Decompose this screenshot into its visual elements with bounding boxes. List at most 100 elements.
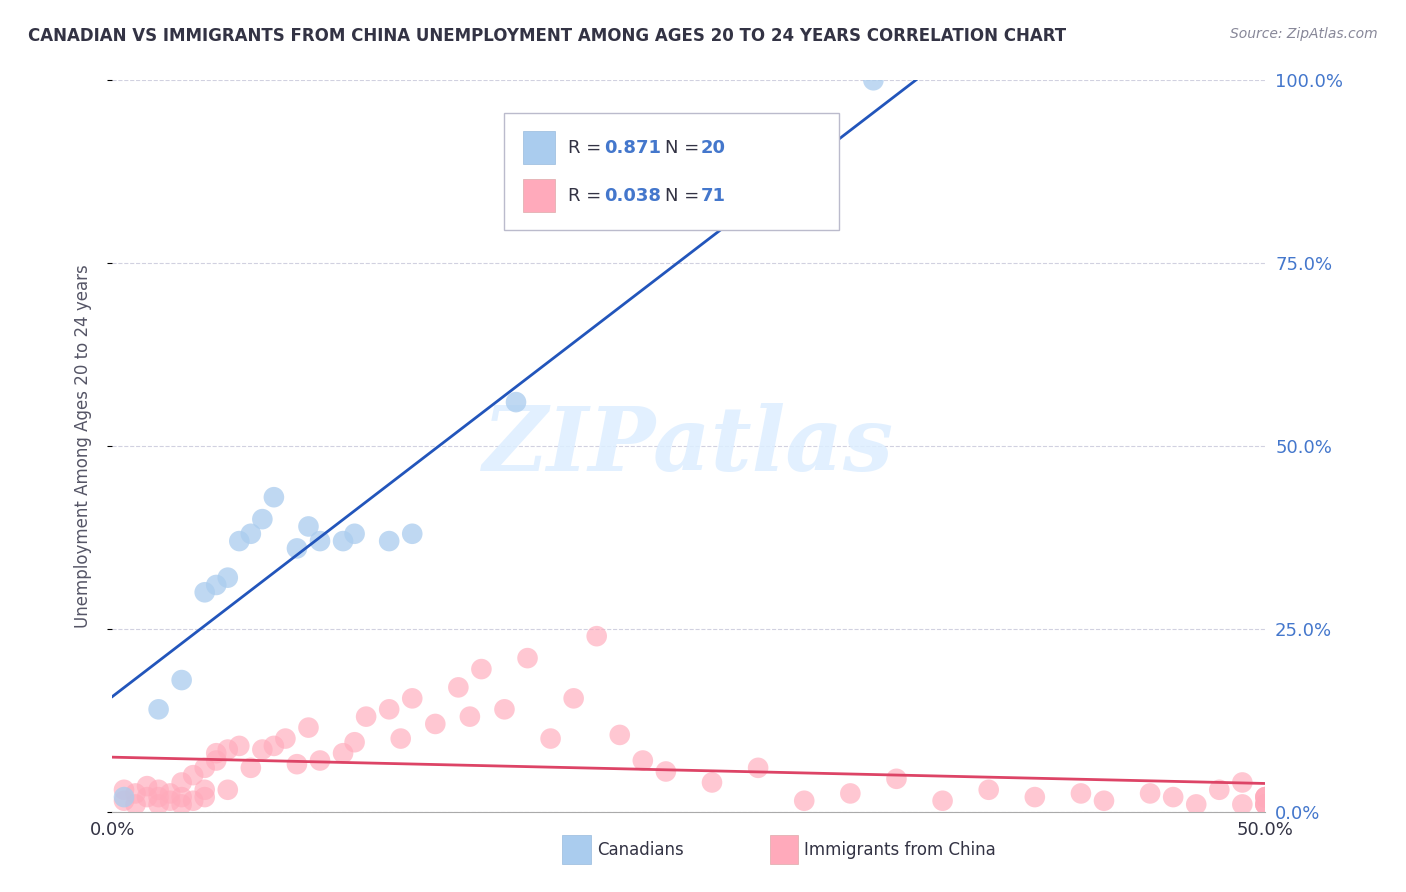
Text: N =: N = — [665, 186, 706, 205]
Point — [194, 761, 217, 775]
Point — [217, 571, 239, 585]
Text: N =: N = — [665, 138, 706, 157]
Y-axis label: Unemployment Among Ages 20 to 24 years: Unemployment Among Ages 20 to 24 years — [73, 264, 91, 628]
Point — [217, 742, 239, 756]
Point — [228, 739, 250, 753]
Point — [148, 790, 170, 805]
Point — [793, 183, 815, 197]
Point — [217, 782, 239, 797]
Point — [354, 709, 377, 723]
Point — [540, 731, 562, 746]
Point — [389, 731, 412, 746]
Point — [159, 794, 181, 808]
Point — [585, 629, 607, 643]
Text: CANADIAN VS IMMIGRANTS FROM CHINA UNEMPLOYMENT AMONG AGES 20 TO 24 YEARS CORRELA: CANADIAN VS IMMIGRANTS FROM CHINA UNEMPL… — [28, 27, 1066, 45]
Text: R =: R = — [568, 138, 607, 157]
Point — [1232, 775, 1254, 789]
Point — [631, 754, 654, 768]
Text: Canadians: Canadians — [596, 841, 683, 859]
Point — [886, 772, 908, 786]
Text: R =: R = — [568, 186, 607, 205]
Text: Source: ZipAtlas.com: Source: ZipAtlas.com — [1230, 27, 1378, 41]
Point — [700, 775, 723, 789]
Point — [378, 702, 401, 716]
Point — [1254, 790, 1277, 805]
Point — [170, 797, 193, 812]
Text: 71: 71 — [700, 186, 725, 205]
Point — [285, 541, 308, 556]
Point — [170, 673, 193, 687]
Point — [425, 717, 447, 731]
Bar — [523, 131, 555, 164]
Point — [239, 761, 262, 775]
Point — [181, 794, 204, 808]
Point — [148, 702, 170, 716]
Point — [1139, 787, 1161, 801]
Point — [112, 794, 135, 808]
Point — [263, 739, 285, 753]
Point — [205, 746, 228, 760]
Point — [862, 73, 884, 87]
Point — [609, 728, 631, 742]
Point — [793, 794, 815, 808]
Point — [297, 721, 319, 735]
Text: 20: 20 — [700, 138, 725, 157]
Point — [194, 790, 217, 805]
Point — [332, 746, 354, 760]
Text: ZIPatlas: ZIPatlas — [484, 403, 894, 489]
Point — [170, 775, 193, 789]
Point — [170, 790, 193, 805]
Point — [470, 662, 492, 676]
Point — [839, 787, 862, 801]
Point — [297, 519, 319, 533]
Point — [181, 768, 204, 782]
Point — [458, 709, 481, 723]
Point — [447, 681, 470, 695]
Point — [159, 787, 181, 801]
Point — [1024, 790, 1046, 805]
Point — [1254, 797, 1277, 812]
Point — [1208, 782, 1230, 797]
Point — [977, 782, 1000, 797]
Point — [124, 797, 146, 812]
Point — [494, 702, 516, 716]
Point — [1232, 797, 1254, 812]
Point — [747, 761, 769, 775]
Point — [1254, 797, 1277, 812]
Point — [148, 782, 170, 797]
Point — [124, 787, 146, 801]
Point — [1254, 797, 1277, 812]
Text: 0.038: 0.038 — [603, 186, 661, 205]
Point — [1254, 790, 1277, 805]
Point — [285, 757, 308, 772]
Point — [505, 395, 527, 409]
Point — [401, 691, 423, 706]
Point — [205, 578, 228, 592]
Point — [343, 526, 366, 541]
Point — [562, 691, 585, 706]
Text: Immigrants from China: Immigrants from China — [804, 841, 995, 859]
Point — [239, 526, 262, 541]
Point — [1092, 794, 1115, 808]
Point — [194, 585, 217, 599]
Point — [309, 534, 332, 549]
Point — [112, 782, 135, 797]
Bar — [523, 179, 555, 212]
Point — [516, 651, 538, 665]
Point — [205, 754, 228, 768]
Text: 0.871: 0.871 — [603, 138, 661, 157]
Point — [1254, 790, 1277, 805]
Point — [148, 797, 170, 812]
Point — [401, 526, 423, 541]
Point — [252, 512, 274, 526]
Point — [136, 779, 159, 793]
Point — [931, 794, 953, 808]
Point — [136, 790, 159, 805]
Point — [1070, 787, 1092, 801]
Point — [655, 764, 678, 779]
Point — [378, 534, 401, 549]
Bar — [562, 835, 591, 864]
Point — [332, 534, 354, 549]
Point — [309, 754, 332, 768]
Point — [112, 790, 135, 805]
